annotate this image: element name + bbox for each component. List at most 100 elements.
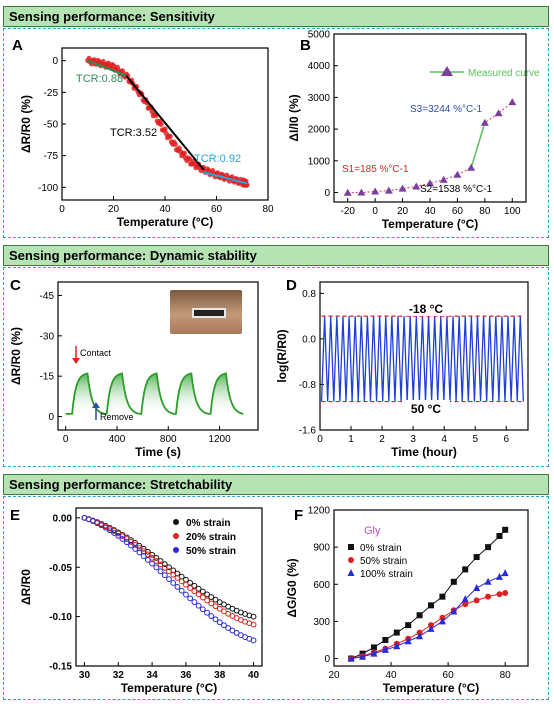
chart-e-data-point (216, 619, 223, 626)
chart-c-cycle-fill (141, 373, 175, 414)
chart-f-legend-marker (347, 569, 355, 576)
chart-f-data-point (461, 595, 469, 603)
chart-f-data-point (495, 572, 503, 580)
chart-e-data-point (221, 608, 227, 615)
chart-e-data-point (191, 588, 198, 595)
chart-b-y-tick-label: 4000 (308, 61, 331, 72)
chart-e-data-point (174, 575, 181, 581)
chart-a-data-point (119, 68, 126, 74)
chart-d-label-bg-high (402, 300, 450, 316)
chart-a-annotation-tcr-high: TCR:0.92 (194, 153, 241, 165)
chart-a-y-tick-label: -75 (44, 151, 59, 162)
chart-d-annotation-low: 50 °C (411, 402, 441, 416)
chart-b-y-tick-label: 0 (324, 188, 330, 199)
chart-f-legend-label: 0% strain (360, 543, 402, 554)
chart-d-x-tick-label: 2 (379, 434, 385, 445)
chart-e-data-point (111, 530, 117, 536)
chart-e-data-point (144, 548, 151, 555)
chart-d-x-tick-label: 4 (441, 434, 447, 445)
chart-b-data-point (398, 184, 407, 192)
chart-e-plot-frame (75, 507, 263, 667)
chart-f-data-point (370, 649, 378, 657)
chart-d-x-tick-label: 0 (317, 434, 323, 445)
chart-e-data-point (102, 524, 109, 531)
chart-e-data-point (161, 564, 168, 571)
chart-e-data-point (183, 581, 189, 588)
panel-letter-e: E (10, 507, 20, 524)
chart-e-y-tick-label: -0.10 (49, 612, 72, 623)
chart-e-data-point (204, 597, 210, 604)
chart-e-data-point (204, 609, 210, 616)
chart-f-x-axis-title: Temperature (°C) (383, 681, 480, 695)
chart-e-data-point (187, 595, 194, 602)
chart-a-y-tick-label: 0 (52, 56, 58, 67)
chart-e-data-point (250, 621, 257, 628)
section-header-dynamic-stability: Sensing performance: Dynamic stability (3, 245, 549, 266)
chart-f-data-point (381, 645, 389, 653)
chart-e-data-point (174, 583, 181, 590)
chart-f-data-point (416, 632, 424, 640)
chart-f-data-point (496, 533, 503, 539)
chart-f-legend-label: 50% strain (360, 556, 407, 567)
chart-e-legend-label: 20% strain (186, 532, 236, 543)
chart-f-data-point (427, 624, 435, 632)
chart-e-x-tick-label: 38 (214, 670, 226, 681)
chart-a-x-tick-label: 0 (59, 204, 65, 215)
chart-f-y-tick-label: 600 (313, 580, 330, 591)
section-box-stretchability (3, 496, 549, 700)
chart-b-legend-swatch-marker (441, 66, 453, 76)
chart-b-data-point (412, 182, 421, 190)
chart-e-data-point (119, 533, 126, 540)
chart-e-data-point (161, 572, 168, 579)
chart-b-x-tick-label: 80 (479, 206, 491, 217)
chart-d-plot-frame (319, 281, 529, 431)
chart-d-x-axis-title: Time (hour) (391, 445, 457, 459)
chart-e-data-point (115, 532, 122, 539)
chart-a-y-tick-label: -100 (38, 183, 58, 194)
chart-f-data-point (473, 584, 481, 591)
section-box-sensitivity (3, 28, 549, 238)
chart-e-x-tick-label: 40 (248, 670, 260, 681)
chart-a-annotation-tcr-low: TCR:0.88 (76, 73, 123, 85)
chart-e-data-point (149, 551, 155, 558)
chart-d-annotation-high: -18 °C (409, 302, 443, 316)
sensor-strip (192, 308, 226, 318)
chart-e-data-point (157, 568, 164, 575)
chart-a-fit-line-low (87, 59, 127, 77)
chart-d-x-tick-label: 6 (503, 434, 509, 445)
chart-e-data-point (157, 558, 164, 564)
chart-b-x-tick-label: 60 (452, 206, 464, 217)
chart-b-y-tick-label: 5000 (308, 30, 331, 41)
chart-b-data-point (343, 188, 352, 196)
chart-b-x-axis-title: Temperature (°C) (382, 217, 479, 231)
chart-e-data-point (208, 600, 215, 607)
chart-f-legend-label: 100% strain (360, 569, 413, 580)
chart-e-data-point (199, 588, 206, 595)
sensor-photo-inset (170, 290, 242, 334)
chart-b-data-point (467, 163, 476, 171)
chart-f-x-tick-label: 80 (500, 670, 512, 681)
chart-f-data-point (404, 637, 412, 645)
chart-a-data-point (167, 133, 173, 139)
chart-e-data-point (119, 536, 126, 542)
chart-b-data-point (357, 188, 366, 196)
panel-letter-d: D (286, 277, 297, 294)
chart-c-plot-frame (57, 281, 259, 431)
chart-e-y-tick-label: 0.00 (53, 513, 73, 524)
chart-f-y-axis-title: ΔG/G0 (%) (285, 558, 299, 617)
chart-f-data-point (473, 554, 480, 561)
chart-e-data-point (199, 594, 206, 601)
chart-b-data-point (480, 118, 489, 126)
chart-f-legend-marker (348, 557, 354, 563)
chart-f-plot-frame (333, 509, 529, 667)
chart-b-data-point (453, 170, 462, 178)
chart-e-data-point (157, 561, 164, 568)
chart-e-data-point (106, 527, 113, 534)
chart-e-data-point (195, 591, 202, 598)
section-box-dynamic-stability (3, 267, 549, 467)
chart-b-data-point (426, 179, 434, 187)
